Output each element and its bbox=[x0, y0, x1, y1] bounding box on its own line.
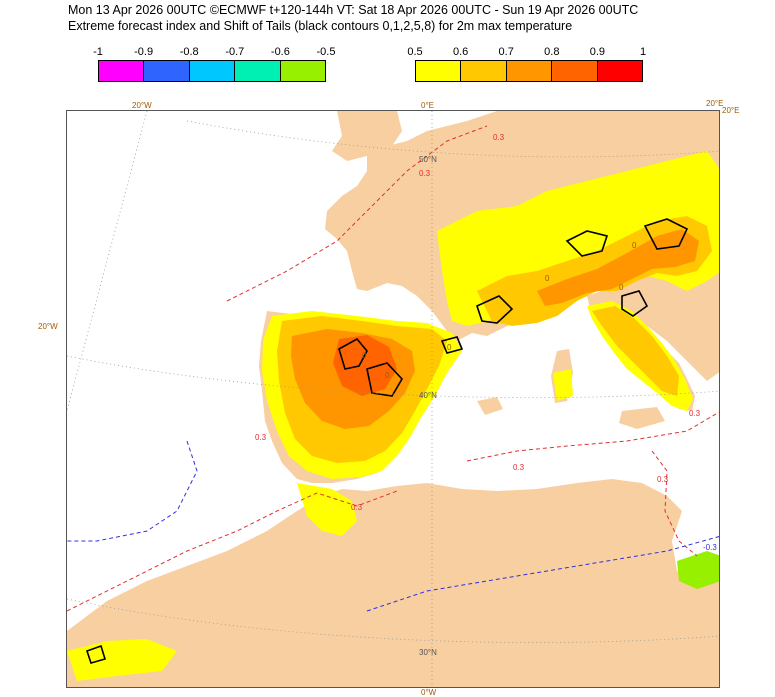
legend-tick: 0.8 bbox=[544, 46, 560, 58]
sot-contour-ebro bbox=[440, 336, 464, 354]
legend-positive-ticks: 0.5 0.6 0.7 0.8 0.9 1 bbox=[407, 46, 647, 60]
legend-tick: 0.9 bbox=[589, 46, 606, 58]
sot-contour-spain-a bbox=[338, 337, 368, 370]
lat-label-30n: 30°N bbox=[419, 648, 437, 657]
contour-label: 0.3 bbox=[493, 133, 505, 142]
legend-positive: 0.5 0.6 0.7 0.8 0.9 1 bbox=[407, 46, 647, 82]
lon-label-20e-top: 20°E bbox=[706, 99, 724, 108]
contour-label: 0.3 bbox=[419, 169, 431, 178]
map-panel[interactable]: 50°N 40°N 30°N 0.3 0.3 0.3 0.3 0.3 0.3 0… bbox=[66, 110, 720, 688]
legend-tick: 0.7 bbox=[498, 46, 514, 58]
map-title: Mon 13 Apr 2026 00UTC ©ECMWF t+120-144h … bbox=[68, 3, 639, 17]
lon-label-0-top: 0°E bbox=[421, 101, 434, 110]
legend-negative-ticks: -1 -0.9 -0.8 -0.7 -0.6 -0.5 bbox=[93, 46, 335, 60]
efi-area-05-sardinia bbox=[553, 369, 573, 401]
sot-contour-apennines bbox=[621, 290, 649, 317]
legend-swatch bbox=[416, 61, 462, 81]
legend-tick: -0.9 bbox=[134, 46, 154, 58]
land-balearics bbox=[477, 397, 503, 415]
sot-contour-spain-b bbox=[366, 362, 403, 397]
legend-tick: -0.6 bbox=[270, 46, 290, 58]
graticule-lat-50n bbox=[186, 120, 719, 158]
legend-swatch bbox=[99, 61, 145, 81]
lon-label-0-bottom: 0°W bbox=[421, 688, 437, 697]
contour-label: 0.3 bbox=[513, 463, 525, 472]
legend-negative-colorbar bbox=[98, 60, 326, 82]
legend-tick: -1 bbox=[93, 46, 103, 58]
legend-swatch bbox=[597, 61, 643, 81]
sot-contour-alps bbox=[565, 230, 609, 257]
land-britain bbox=[332, 111, 402, 161]
legend-tick: 0.5 bbox=[407, 46, 423, 58]
efi-map[interactable] bbox=[67, 111, 720, 688]
land-sicily bbox=[619, 407, 665, 429]
graticule-lat-30n bbox=[67, 598, 719, 643]
efi-contour-neg-sahara bbox=[366, 536, 719, 612]
efi-area-06-italy bbox=[592, 306, 679, 396]
efi-area-neg-libya bbox=[677, 551, 719, 589]
lon-label-20e-right: 20°E bbox=[722, 106, 740, 115]
sot-label: 0 bbox=[362, 351, 367, 360]
contour-label: 0.3 bbox=[255, 433, 267, 442]
legend-swatch bbox=[144, 61, 190, 81]
efi-area-08-central-spain bbox=[333, 335, 397, 396]
legend-tick: 1 bbox=[639, 46, 647, 58]
lat-label-20w-left: 20°W bbox=[38, 322, 58, 331]
legend-swatch bbox=[189, 61, 236, 81]
efi-contour-03-med bbox=[466, 411, 719, 462]
legend-tick: -0.7 bbox=[225, 46, 245, 58]
sot-label: 0 bbox=[385, 371, 390, 380]
legend-swatch bbox=[552, 61, 598, 81]
legend-swatch bbox=[461, 61, 507, 81]
legend-negative: -1 -0.9 -0.8 -0.7 -0.6 -0.5 bbox=[93, 46, 335, 82]
sot-contour-canary bbox=[85, 644, 107, 664]
lon-label-20w-top: 20°W bbox=[132, 101, 152, 110]
contour-label: 0.3 bbox=[351, 503, 363, 512]
legend-positive-colorbar bbox=[415, 60, 643, 82]
efi-contour-03-atlantic bbox=[226, 125, 488, 302]
lat-label-50n: 50°N bbox=[419, 155, 437, 164]
lat-label-40n: 40°N bbox=[419, 391, 437, 400]
efi-area-05-canary bbox=[67, 639, 177, 681]
contour-label: 0.3 bbox=[657, 475, 669, 484]
sot-contour-dolomites bbox=[643, 218, 689, 250]
land-africa bbox=[67, 479, 719, 687]
legend-swatch bbox=[280, 61, 326, 81]
legend-swatch bbox=[235, 61, 281, 81]
legend-swatch bbox=[506, 61, 553, 81]
sot-label: 0 bbox=[619, 283, 624, 292]
contour-label: 0.3 bbox=[689, 409, 701, 418]
legend-tick: -0.5 bbox=[316, 46, 336, 58]
efi-contour-neg-atlantic bbox=[67, 440, 198, 542]
sot-label: 0 bbox=[447, 343, 452, 352]
efi-area-05-gibraltar bbox=[297, 483, 357, 536]
sot-contour-provence bbox=[476, 295, 514, 324]
graticule-lat-40n bbox=[67, 355, 719, 398]
sot-label: 0 bbox=[545, 274, 550, 283]
sot-label: 0 bbox=[632, 241, 637, 250]
legend-tick: 0.6 bbox=[452, 46, 469, 58]
contour-label: -0.3 bbox=[703, 543, 717, 552]
efi-contour-03-morocco bbox=[67, 490, 398, 612]
map-subtitle: Extreme forecast index and Shift of Tail… bbox=[68, 19, 573, 33]
legend-tick: -0.8 bbox=[179, 46, 199, 58]
